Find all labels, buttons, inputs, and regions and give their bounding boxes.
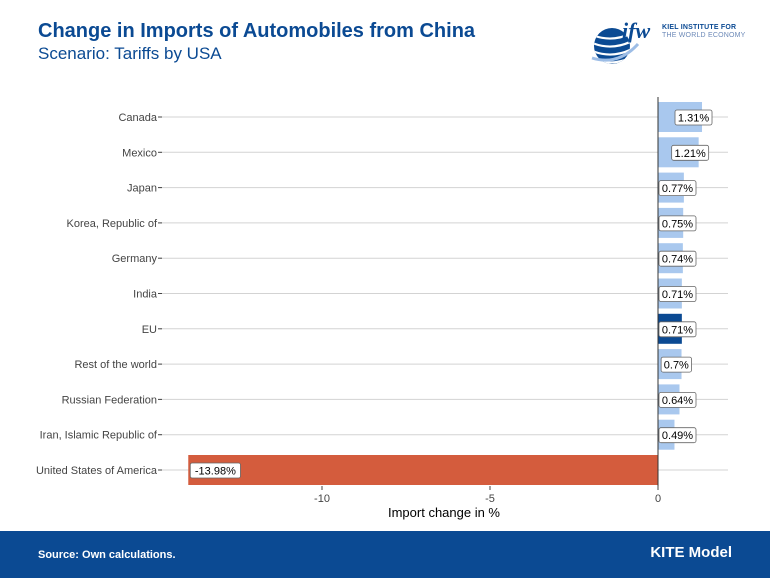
x-tick-label: -10: [314, 493, 330, 505]
value-label-box: [658, 427, 697, 444]
logo-mark: ifw: [622, 18, 650, 43]
value-labels: 1.31% 1.21% 0.77% 0.75% 0.74% 0.71% 0.71% 0.7% 0…: [189, 109, 713, 479]
value-label: 0.77%: [662, 183, 693, 195]
category-label: Germany: [112, 253, 158, 265]
value-label-box: [674, 109, 713, 126]
grid-lines: [160, 116, 728, 471]
category-label: India: [133, 289, 158, 301]
value-label: 0.49%: [662, 430, 693, 442]
value-label-box: [658, 215, 697, 232]
value-label-box: [671, 144, 710, 161]
x-tick-label: -5: [485, 493, 495, 505]
category-label: Mexico: [122, 147, 157, 159]
value-label-box: [658, 321, 697, 338]
category-label: Korea, Republic of: [67, 218, 158, 230]
source-note: Source: Own calculations.: [38, 549, 176, 561]
value-label: 1.31%: [678, 113, 709, 125]
value-label: 0.74%: [662, 254, 693, 266]
value-label-box: [658, 286, 697, 302]
category-label: EU: [142, 324, 157, 336]
value-label: 0.71%: [662, 324, 693, 336]
x-axis-label: Import change in %: [388, 505, 500, 520]
globe-logo-icon: ifw: [591, 18, 650, 64]
logo-line1: KIEL INSTITUTE FOR: [662, 24, 737, 31]
category-label: Russian Federation: [62, 394, 157, 406]
x-tick-labels: -10 -5 0: [314, 486, 661, 505]
value-label-box: [658, 391, 697, 408]
footer-bar: Source: Own calculations. KITE Model: [0, 531, 770, 578]
value-label: 0.7%: [664, 360, 689, 372]
page-title: Change in Imports of Automobiles from Ch…: [38, 20, 476, 42]
value-label: 1.21%: [675, 148, 706, 160]
category-label: Canada: [118, 112, 157, 124]
brand-label: KITE Model: [650, 544, 732, 561]
logo-line2: THE WORLD ECONOMY: [662, 32, 746, 39]
x-tick-label: 0: [655, 493, 661, 505]
category-labels: Canada Mexico Japan Korea, Republic of Germa…: [36, 112, 162, 477]
value-label: -13.98%: [195, 466, 236, 478]
bar-chart: 1.31% 1.21% 0.77% 0.75% 0.74% 0.71% 0.71% 0.7% 0…: [36, 97, 728, 520]
value-label-box: [658, 180, 697, 197]
category-label: Rest of the world: [74, 359, 157, 371]
value-label-box: [660, 356, 692, 373]
value-label: 0.71%: [662, 289, 693, 301]
category-label: Iran, Islamic Republic of: [40, 430, 158, 442]
bar: [188, 455, 658, 485]
page-subtitle: Scenario: Tariffs by USA: [38, 44, 222, 63]
logo-text: KIEL INSTITUTE FOR THE WORLD ECONOMY: [662, 24, 746, 40]
value-label: 0.64%: [662, 395, 693, 407]
category-label: Japan: [127, 183, 157, 195]
category-label: United States of America: [36, 465, 158, 477]
value-label-box: [658, 250, 697, 267]
value-label-box: [189, 462, 241, 479]
value-label: 0.75%: [662, 218, 693, 230]
